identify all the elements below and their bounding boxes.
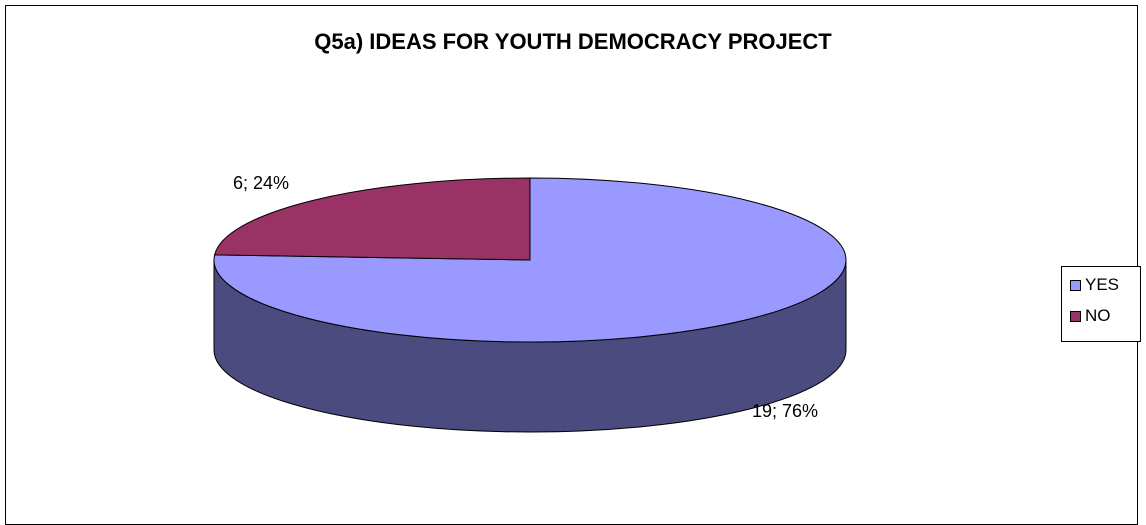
legend-item-yes: YES	[1070, 274, 1119, 296]
chart-title: Q5a) IDEAS FOR YOUTH DEMOCRACY PROJECT	[314, 29, 832, 54]
legend-swatch-yes	[1070, 279, 1081, 291]
legend: YES NO	[1061, 266, 1141, 342]
legend-swatch-no	[1070, 310, 1081, 322]
data-label-yes: 19; 76%	[752, 401, 818, 421]
pie-slice-yes	[213, 177, 847, 343]
legend-item-no: NO	[1070, 305, 1111, 327]
pie-slice-no	[213, 177, 531, 261]
legend-label-yes: YES	[1085, 275, 1120, 294]
pie-top-faces	[213, 177, 847, 343]
legend-label-no: NO	[1085, 306, 1111, 325]
data-labels: 19; 76% 6; 24%	[233, 173, 818, 421]
data-label-no: 6; 24%	[233, 173, 289, 193]
